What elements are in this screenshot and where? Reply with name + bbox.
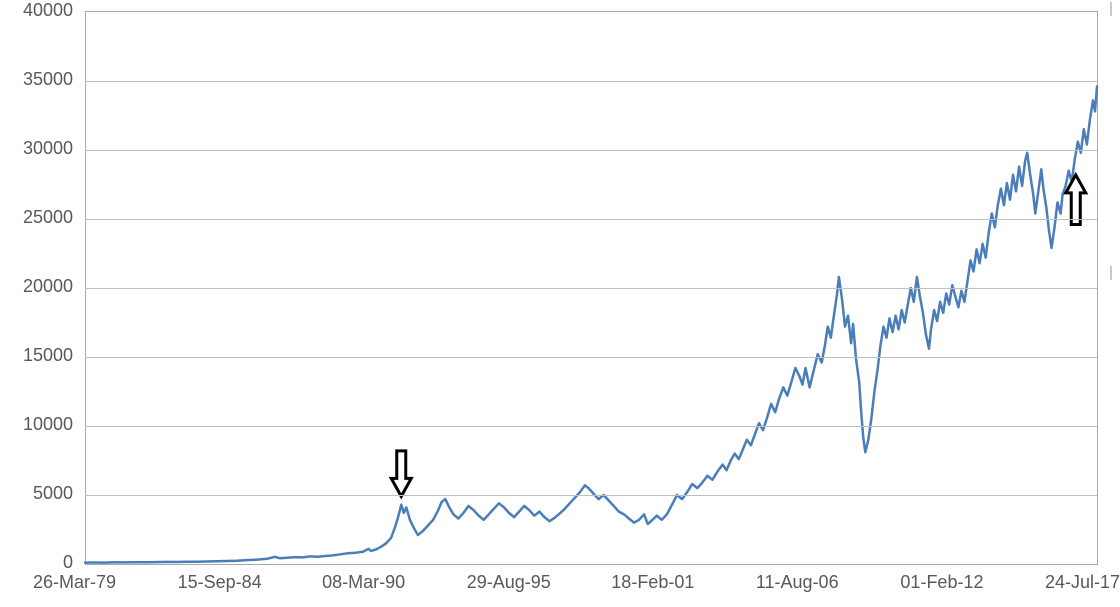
right-edge-mark (1110, 266, 1120, 280)
gridline (85, 150, 1097, 151)
x-tick-label: 18-Feb-01 (611, 572, 694, 593)
x-tick-label: 01-Feb-12 (900, 572, 983, 593)
right-edge-mark (1110, 2, 1120, 16)
y-tick-label: 5000 (0, 483, 73, 504)
y-tick-label: 15000 (0, 345, 73, 366)
y-tick-label: 25000 (0, 207, 73, 228)
x-tick-label: 08-Mar-90 (322, 572, 405, 593)
y-tick-label: 35000 (0, 69, 73, 90)
y-tick-label: 40000 (0, 0, 73, 21)
x-tick-label: 26-Mar-79 (33, 572, 116, 593)
arrow-up-icon (1066, 175, 1086, 225)
x-tick-label: 24-Jul-17 (1045, 572, 1120, 593)
x-tick-label: 11-Aug-06 (756, 572, 839, 593)
y-tick-label: 20000 (0, 276, 73, 297)
x-tick-label: 29-Aug-95 (467, 572, 551, 593)
gridline (85, 81, 1097, 82)
gridline (85, 288, 1097, 289)
series-line (85, 87, 1097, 563)
gridline (85, 357, 1097, 358)
plot-area (85, 11, 1098, 565)
line-chart: 0 5000 10000 15000 20000 25000 30000 35000 40000… (0, 0, 1120, 607)
y-tick-label: 0 (0, 552, 73, 573)
gridline (85, 219, 1097, 220)
y-tick-label: 30000 (0, 138, 73, 159)
gridline (85, 426, 1097, 427)
y-tick-label: 10000 (0, 414, 73, 435)
gridline (85, 495, 1097, 496)
x-tick-label: 15-Sep-84 (178, 572, 262, 593)
arrow-down-icon (391, 451, 411, 497)
